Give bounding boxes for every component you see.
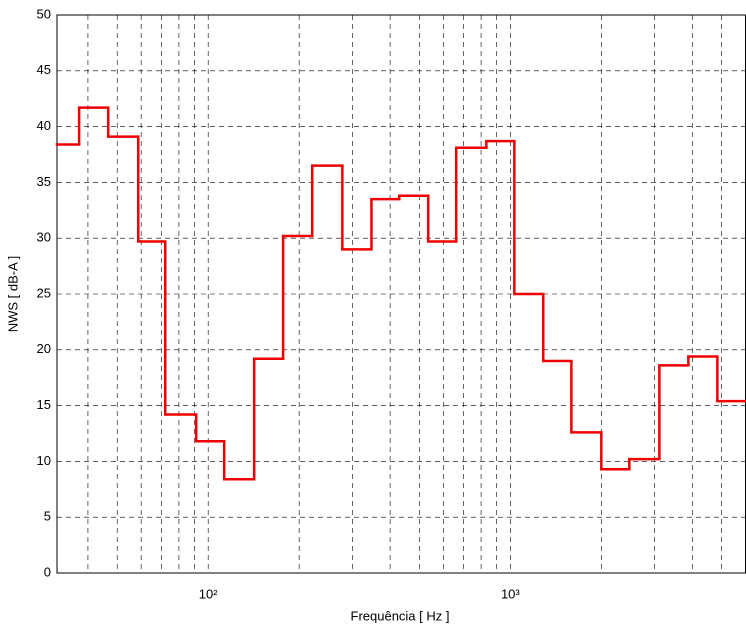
x-tick-label: 10² — [199, 586, 218, 601]
y-tick-label: 5 — [44, 509, 51, 524]
x-axis-label: Frequência [ Hz ] — [351, 608, 450, 623]
y-tick-label: 50 — [37, 6, 51, 21]
y-tick-label: 0 — [44, 564, 51, 579]
y-tick-label: 20 — [37, 341, 51, 356]
y-tick-label: 25 — [37, 285, 51, 300]
y-tick-label: 35 — [37, 174, 51, 189]
y-tick-label: 40 — [37, 118, 51, 133]
y-tick-label: 10 — [37, 453, 51, 468]
y-tick-label: 15 — [37, 397, 51, 412]
y-tick-label: 45 — [37, 62, 51, 77]
x-tick-label: 10³ — [501, 586, 520, 601]
y-tick-label: 30 — [37, 230, 51, 245]
y-axis-label: NWS [ dB-A ] — [5, 256, 20, 333]
